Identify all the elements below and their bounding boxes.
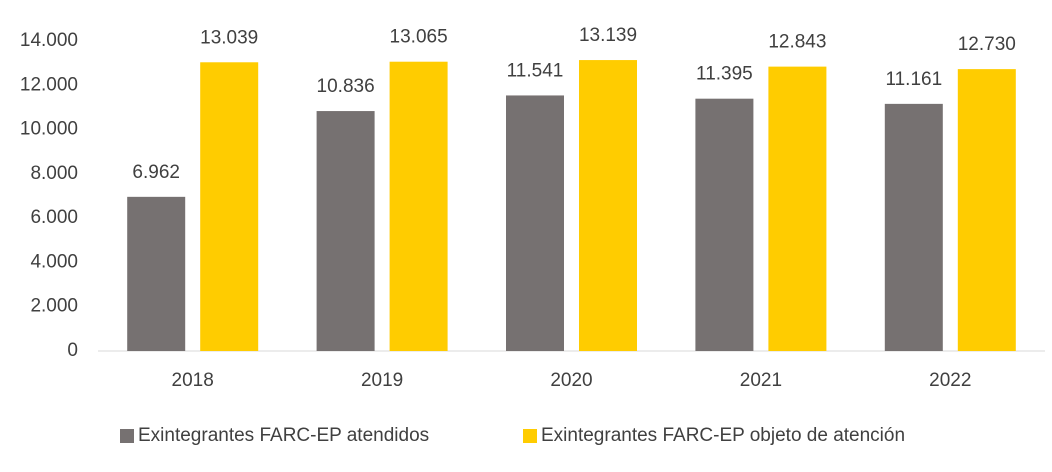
value-label: 10.836 <box>317 76 375 97</box>
y-tick-label: 14.000 <box>20 30 78 51</box>
value-label: 6.962 <box>132 162 180 183</box>
bar <box>506 95 564 352</box>
bar <box>695 98 754 351</box>
value-label: 13.039 <box>200 27 258 48</box>
bar <box>389 61 448 351</box>
y-tick-label: 4.000 <box>30 251 78 272</box>
value-label: 11.395 <box>696 64 753 85</box>
x-tick-label: 2018 <box>172 370 214 391</box>
bar <box>316 111 375 351</box>
value-label: 13.065 <box>390 27 448 48</box>
y-tick-label: 0 <box>67 340 78 361</box>
y-tick-label: 6.000 <box>30 207 78 228</box>
y-tick-label: 2.000 <box>30 296 78 317</box>
bar <box>127 196 186 351</box>
legend-swatch <box>523 429 537 443</box>
value-label: 11.541 <box>507 60 564 81</box>
y-tick-label: 12.000 <box>20 74 78 95</box>
x-tick-label: 2022 <box>929 370 971 391</box>
x-tick-label: 2020 <box>550 370 592 391</box>
bar <box>200 62 259 351</box>
x-tick-label: 2019 <box>361 370 403 391</box>
legend-label: Exintegrantes FARC-EP objeto de atención <box>541 425 905 446</box>
legend-label: Exintegrantes FARC-EP atendidos <box>138 425 429 446</box>
x-tick-label: 2021 <box>740 370 782 391</box>
bar <box>957 69 1016 351</box>
bar <box>579 60 637 351</box>
legend-swatch <box>120 429 134 443</box>
value-label: 12.843 <box>768 32 826 53</box>
bar <box>884 103 943 351</box>
value-label: 11.161 <box>885 69 942 90</box>
value-label: 13.139 <box>579 25 637 46</box>
bar <box>768 66 827 351</box>
y-tick-label: 8.000 <box>30 163 78 184</box>
y-tick-label: 10.000 <box>20 119 78 140</box>
value-label: 12.730 <box>958 34 1016 55</box>
